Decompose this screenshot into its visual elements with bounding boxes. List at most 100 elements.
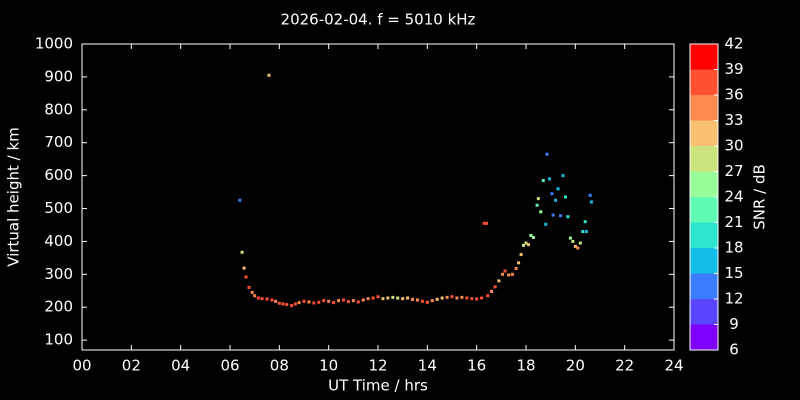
point: [526, 243, 530, 247]
point: [480, 296, 484, 300]
x-tick-label: 12: [368, 357, 387, 375]
x-tick-label: 06: [220, 357, 239, 375]
colorbar-tick-label: 30: [724, 137, 743, 155]
point: [584, 230, 588, 234]
point: [589, 200, 593, 204]
point: [386, 296, 390, 300]
point: [514, 266, 518, 270]
point: [267, 73, 271, 77]
y-tick-label: 100: [44, 331, 73, 349]
y-tick-label: 600: [44, 166, 73, 184]
point: [559, 214, 563, 218]
point: [240, 250, 244, 254]
colorbar-tick-label: 36: [724, 86, 743, 104]
point: [396, 296, 400, 300]
colorbar-bin: [690, 44, 718, 70]
point: [312, 301, 316, 305]
point: [256, 296, 260, 300]
point: [302, 299, 306, 303]
point: [531, 235, 535, 239]
point: [547, 177, 551, 181]
point: [573, 244, 577, 248]
colorbar-bin: [690, 146, 718, 172]
point: [568, 236, 572, 240]
y-tick-label: 200: [44, 298, 73, 316]
point: [341, 298, 345, 302]
point: [430, 299, 434, 303]
point: [244, 275, 248, 279]
point: [470, 297, 474, 301]
colorbar-tick-label: 33: [724, 111, 743, 129]
point: [493, 285, 497, 289]
point: [450, 295, 454, 299]
point: [270, 298, 274, 302]
point: [489, 289, 493, 293]
x-tick-label: 02: [122, 357, 141, 375]
point: [571, 239, 575, 243]
colorbar-tick-label: 12: [724, 290, 743, 308]
point: [486, 294, 490, 298]
point: [351, 299, 355, 303]
point: [475, 297, 479, 301]
point: [522, 243, 526, 247]
x-tick-label: 24: [664, 357, 683, 375]
point: [401, 297, 405, 301]
point: [517, 261, 521, 265]
point: [566, 215, 570, 219]
point: [550, 192, 554, 196]
point: [406, 296, 410, 300]
y-tick-label: 300: [44, 265, 73, 283]
y-tick-label: 400: [44, 232, 73, 250]
point: [544, 222, 548, 226]
point: [415, 298, 419, 302]
point: [541, 179, 545, 183]
colorbar-bin: [690, 171, 718, 197]
x-tick-label: 18: [516, 357, 535, 375]
x-tick-label: 10: [319, 357, 338, 375]
point: [554, 198, 558, 202]
colorbar-label: SNR / dB: [751, 164, 769, 230]
colorbar-bin: [690, 95, 718, 121]
point: [250, 290, 254, 294]
x-tick-label: 08: [270, 357, 289, 375]
point: [371, 296, 375, 300]
colorbar-bin: [690, 273, 718, 299]
point: [455, 296, 459, 300]
point: [391, 295, 395, 299]
chart-title: 2026-02-04. f = 5010 kHz: [281, 11, 476, 29]
point: [578, 241, 582, 245]
point: [465, 296, 469, 300]
colorbar-tick-label: 21: [724, 213, 743, 231]
x-axis-label: UT Time / hrs: [328, 377, 428, 395]
point: [485, 221, 489, 225]
point: [445, 295, 449, 299]
colorbar-bin: [690, 248, 718, 274]
point: [238, 198, 242, 202]
colorbar-bin: [690, 120, 718, 146]
y-tick-label: 900: [44, 67, 73, 85]
point: [332, 301, 336, 305]
colorbar-tick-label: 6: [729, 341, 739, 359]
y-axis-label: Virtual height / km: [5, 127, 23, 266]
point: [322, 299, 326, 303]
point: [285, 303, 289, 307]
point: [260, 297, 264, 301]
point: [376, 295, 380, 299]
point: [253, 294, 257, 298]
point: [274, 299, 278, 303]
point: [366, 297, 370, 301]
y-tick-label: 500: [44, 199, 73, 217]
x-tick-label: 04: [171, 357, 190, 375]
point: [551, 213, 555, 217]
point: [356, 300, 360, 304]
point: [588, 193, 592, 197]
colorbar-bin: [690, 197, 718, 223]
point: [361, 298, 365, 302]
y-tick-label: 1000: [35, 35, 73, 53]
colorbar-tick-label: 18: [724, 239, 743, 257]
colorbar-tick-label: 9: [729, 315, 739, 333]
point: [317, 300, 321, 304]
colorbar-bin: [690, 69, 718, 95]
point: [435, 297, 439, 301]
point: [381, 297, 385, 301]
